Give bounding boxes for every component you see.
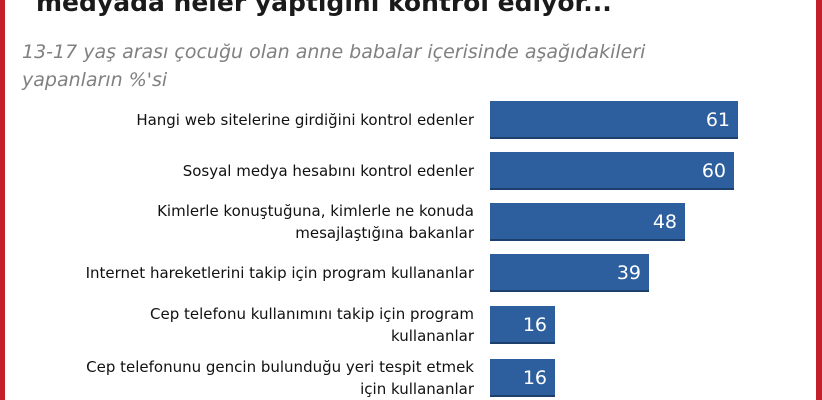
bar: 39	[490, 254, 649, 292]
bar-value-label: 61	[705, 109, 730, 131]
bar-value-label: 60	[701, 160, 726, 182]
category-label-line: Cep telefonu kullanımını takip için prog…	[150, 305, 474, 323]
left-border	[0, 0, 5, 400]
category-label-line: Hangi web sitelerine girdiğini kontrol e…	[136, 111, 474, 129]
category-label-line: kullananlar	[391, 327, 474, 345]
category-label-line: Sosyal medya hesabını kontrol edenler	[182, 162, 474, 180]
bar-value-label: 39	[616, 262, 641, 284]
bar: 60	[490, 152, 734, 190]
category-label: Cep telefonunu gencin bulunduğu yeri tes…	[86, 356, 474, 400]
chart-subtitle: 13-17 yaş arası çocuğu olan anne babalar…	[22, 41, 646, 91]
category-label: Sosyal medya hesabını kontrol edenler	[183, 160, 474, 182]
category-label-line: Internet hareketlerini takip için progra…	[85, 264, 474, 282]
category-label-line: mesajlaştığına bakanlar	[295, 224, 474, 242]
category-label: Internet hareketlerini takip için progra…	[86, 262, 474, 284]
right-border	[816, 0, 822, 400]
bar-value-label: 16	[522, 314, 547, 336]
bar: 61	[490, 101, 738, 139]
category-label-line: için kullananlar	[360, 380, 474, 398]
category-label: Kimlerle konuştuğuna, kimlerle ne konuda…	[157, 200, 474, 244]
bar-value-label: 16	[522, 367, 547, 389]
bar: 48	[490, 203, 685, 241]
bar-value-label: 48	[652, 211, 677, 233]
category-label: Hangi web sitelerine girdiğini kontrol e…	[136, 109, 474, 131]
category-label-line: Cep telefonunu gencin bulunduğu yeri tes…	[86, 358, 474, 376]
bar: 16	[490, 306, 555, 344]
category-label-line: Kimlerle konuştuğuna, kimlerle ne konuda	[157, 202, 474, 220]
chart-title: medyada neler yaptığını kontrol ediyor..…	[36, 0, 612, 17]
bar: 16	[490, 359, 555, 397]
category-label: Cep telefonu kullanımını takip için prog…	[150, 303, 474, 347]
